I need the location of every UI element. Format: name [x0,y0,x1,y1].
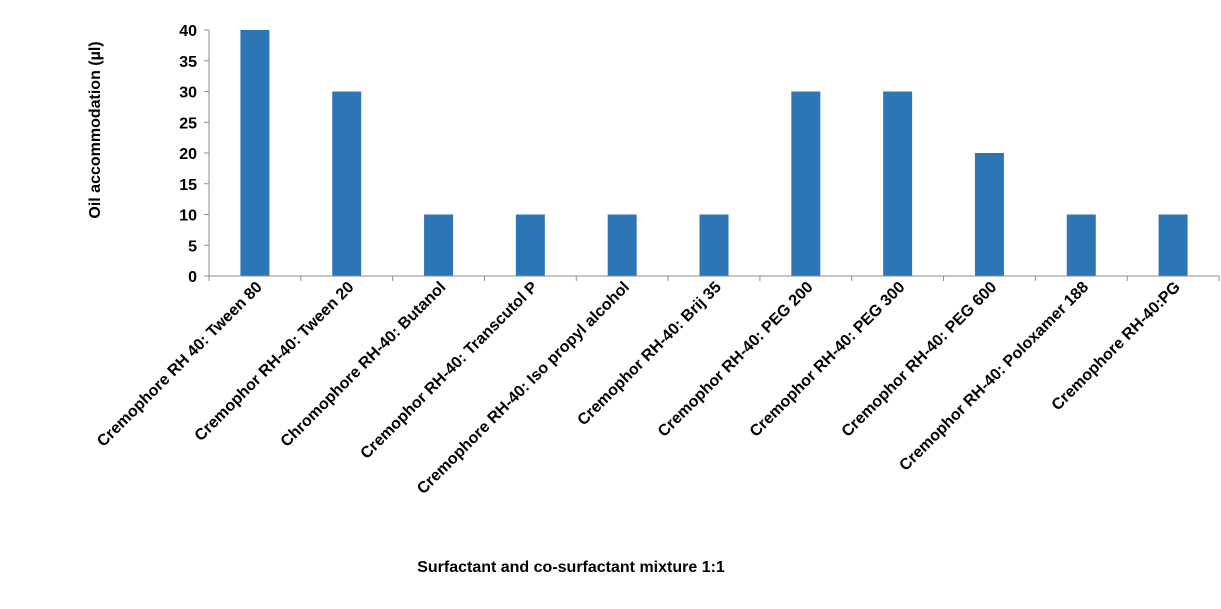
y-tick-label: 40 [179,23,197,40]
x-category-label: Cremophor RH-40: PEG 600 [839,279,1001,441]
x-axis-title: Surfactant and co-surfactant mixture 1:1 [417,559,725,576]
x-category-label: Cremophor RH-40: Tween 20 [192,279,358,445]
y-axis-title: Oil accommodation (µl) [87,41,104,218]
x-category-label: Cremophor RH-40: Transcutol P [358,279,542,463]
x-category-label: Cremophor RH-40: PEG 300 [747,279,909,441]
bar [332,92,361,277]
y-tick-label: 30 [179,85,197,102]
x-category-label: Cremophor RH-40: Brij 35 [575,279,725,429]
bar [516,215,545,277]
bar [791,92,820,277]
bar [424,215,453,277]
bar [240,30,269,276]
x-category-label: Cremophor RH-40: Poloxamer 188 [896,279,1092,475]
x-category-label: Cremophor RH-40: PEG 200 [655,279,817,441]
bar [883,92,912,277]
bar [608,215,637,277]
bar [700,215,729,277]
y-tick-label: 5 [188,238,197,255]
y-tick-label: 25 [179,115,197,132]
y-tick-label: 0 [188,269,197,286]
y-tick-label: 10 [179,208,197,225]
y-tick-label: 35 [179,54,197,71]
y-tick-labels: 0 5 10 15 20 25 30 35 40 [179,23,197,286]
y-tick-label: 15 [179,177,197,194]
x-category-label: Cremophore RH 40: Tween 80 [94,279,266,451]
bar [1067,215,1096,277]
bar [1159,215,1188,277]
bars-group [240,30,1187,276]
bar [975,153,1004,276]
x-category-label: Cremophore RH-40: Iso propyl alcohol [414,279,633,498]
y-tick-label: 20 [179,146,197,163]
x-category-label: Chromophore RH-40: Butanol [278,279,450,451]
